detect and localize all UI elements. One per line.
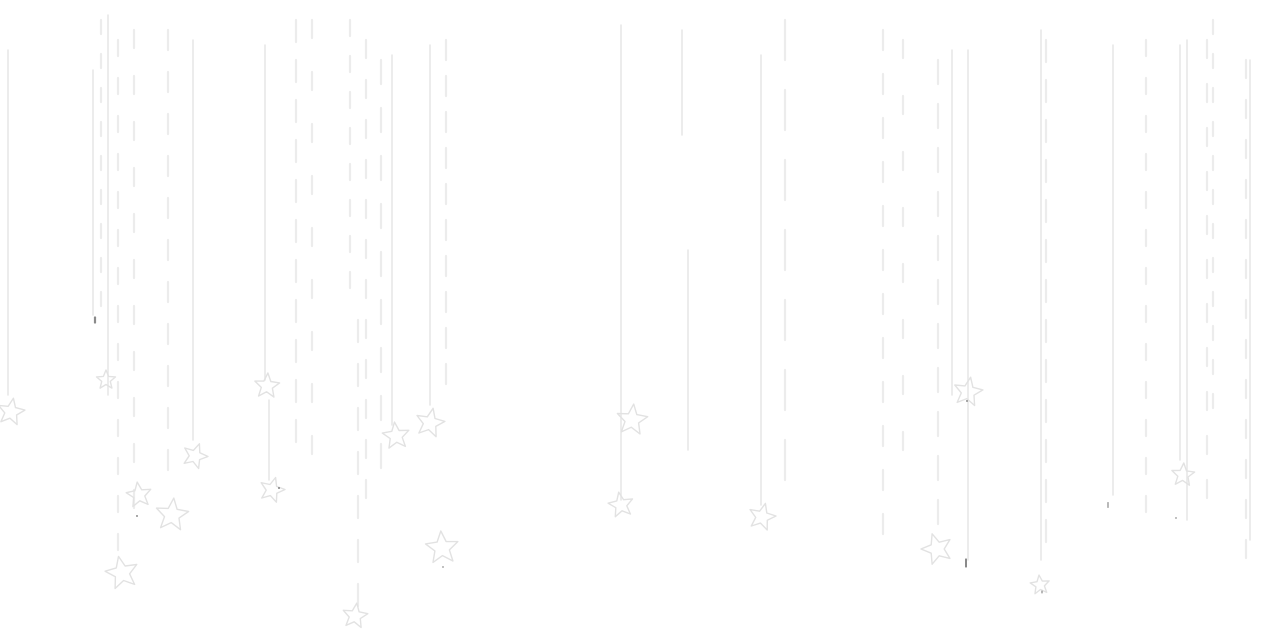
star-icon: [155, 497, 190, 531]
star-icon: [95, 369, 117, 389]
star-icon: [342, 602, 369, 629]
star-icon: [381, 421, 410, 449]
star-icon: [125, 481, 152, 508]
star-icon: [424, 530, 459, 564]
star-icon: [183, 443, 209, 470]
speck: [1175, 517, 1177, 519]
star-icon: [260, 476, 286, 503]
speck: [442, 566, 444, 568]
speck: [136, 515, 138, 517]
speck: [278, 487, 280, 489]
star-icon: [607, 491, 634, 518]
star-icon: [0, 397, 26, 426]
star-icon: [416, 407, 446, 438]
star-icon: [1029, 574, 1050, 595]
star-icon: [254, 372, 281, 398]
star-icon: [104, 555, 138, 590]
star-icon: [616, 403, 649, 435]
star-icon: [1171, 462, 1196, 486]
speck: [1041, 590, 1043, 594]
speck: [1107, 502, 1109, 508]
speck: [93, 316, 97, 324]
speck: [966, 400, 968, 402]
star-icon: [954, 376, 984, 407]
star-icon: [920, 533, 951, 565]
speck: [965, 558, 967, 568]
star-icon: [749, 502, 777, 531]
